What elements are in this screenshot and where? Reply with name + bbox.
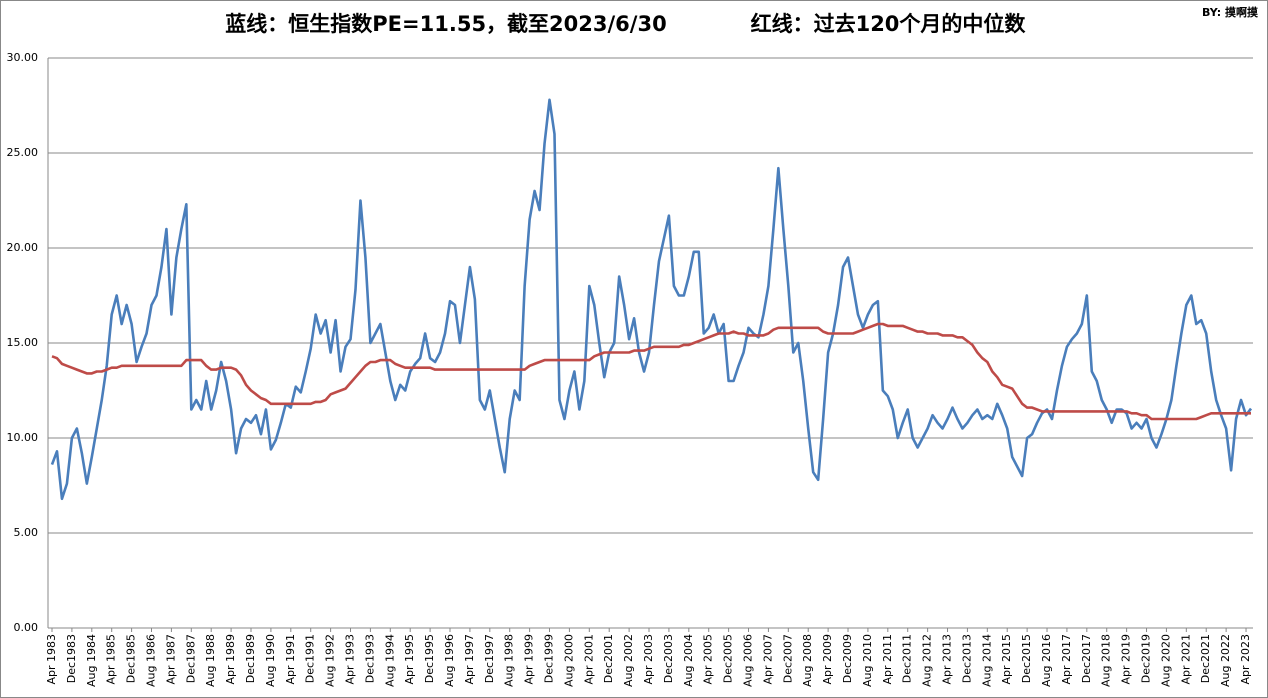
x-tick-label: Aug 2016 xyxy=(1040,634,1053,687)
x-tick-label: Dec1991 xyxy=(304,634,317,683)
x-tick-label: Apr 2019 xyxy=(1120,634,1133,685)
x-tick-label: Dec1999 xyxy=(543,634,556,683)
data-line xyxy=(50,98,1253,501)
x-tick-label: Aug 2002 xyxy=(622,634,635,687)
x-tick-label: Apr 2005 xyxy=(702,634,715,685)
x-tick-label: Apr 2023 xyxy=(1239,634,1252,685)
x-tick-label: Dec2015 xyxy=(1020,634,1033,683)
x-tick-label: Apr 2001 xyxy=(582,634,595,685)
x-tick-label: Aug 1998 xyxy=(503,634,516,687)
x-tick-label: Dec2021 xyxy=(1199,634,1212,683)
x-tick-label: Apr 2009 xyxy=(821,634,834,685)
y-tick-label: 10.00 xyxy=(7,431,39,444)
x-tick-label: Apr 2003 xyxy=(642,634,655,685)
x-tick-label: Dec1993 xyxy=(363,634,376,683)
x-tick-label: Apr 1991 xyxy=(284,634,297,685)
annotation: BY: 摸啊摸 xyxy=(1202,5,1259,19)
x-tick-label: Aug 2008 xyxy=(801,634,814,687)
x-tick-label: Aug 1984 xyxy=(85,634,98,687)
x-tick-label: Dec2007 xyxy=(781,634,794,683)
x-tick-label: Aug 2004 xyxy=(682,634,695,687)
x-tick-label: Dec2013 xyxy=(960,634,973,683)
y-tick-label: 0.00 xyxy=(14,621,39,634)
x-tick-label: Aug 1996 xyxy=(443,634,456,687)
chart-subtitle: 红线：过去120个月的中位数 xyxy=(751,12,1027,36)
x-tick-label: Apr 2015 xyxy=(1000,634,1013,685)
data-line xyxy=(51,322,1251,421)
x-tick-label: Dec2001 xyxy=(602,634,615,683)
y-tick-label: 20.00 xyxy=(7,241,39,254)
x-tick-label: Dec1995 xyxy=(423,634,436,683)
x-tick-label: Apr 2011 xyxy=(881,634,894,685)
x-tick-label: Aug 1990 xyxy=(264,634,277,687)
x-tick-label: Aug 2020 xyxy=(1159,634,1172,687)
x-tick-label: Apr 2021 xyxy=(1179,634,1192,685)
x-tick-label: Dec2003 xyxy=(662,634,675,683)
x-tick-label: Apr 1993 xyxy=(344,634,357,685)
x-tick-label: Apr 2013 xyxy=(941,634,954,685)
x-tick-label: Dec1983 xyxy=(65,634,78,683)
x-tick-label: Apr 2017 xyxy=(1060,634,1073,685)
x-tick-label: Apr 1989 xyxy=(224,634,237,685)
x-tick-label: Dec2011 xyxy=(901,634,914,683)
x-tick-label: Apr 1995 xyxy=(403,634,416,685)
y-tick-label: 5.00 xyxy=(14,526,39,539)
x-tick-label: Aug 2000 xyxy=(562,634,575,687)
x-tick-label: Apr 1999 xyxy=(523,634,536,685)
x-tick-label: Aug 1988 xyxy=(204,634,217,687)
x-tick-label: Dec2005 xyxy=(722,634,735,683)
y-tick-label: 15.00 xyxy=(7,336,39,349)
x-tick-label: Aug 2010 xyxy=(861,634,874,687)
x-tick-label: Aug 2014 xyxy=(980,634,993,687)
x-tick-label: Apr 1983 xyxy=(45,634,58,685)
x-tick-label: Aug 1986 xyxy=(145,634,158,687)
x-tick-label: Dec1989 xyxy=(244,634,257,683)
x-tick-label: Apr 1987 xyxy=(164,634,177,685)
x-tick-label: Aug 1992 xyxy=(324,634,337,687)
x-tick-label: Apr 1985 xyxy=(105,634,118,685)
x-tick-label: Dec1985 xyxy=(125,634,138,683)
chart-title: 蓝线：恒生指数PE=11.55，截至2023/6/30 xyxy=(225,12,666,36)
x-tick-label: Dec1987 xyxy=(184,634,197,683)
x-tick-label: Dec2009 xyxy=(841,634,854,683)
x-tick-label: Aug 2012 xyxy=(921,634,934,687)
x-tick-label: Dec2017 xyxy=(1080,634,1093,683)
x-tick-label: Aug 2006 xyxy=(742,634,755,687)
y-tick-label: 30.00 xyxy=(7,51,39,64)
x-tick-label: Dec1997 xyxy=(483,634,496,683)
x-tick-label: Apr 2007 xyxy=(761,634,774,685)
x-tick-label: Aug 2018 xyxy=(1100,634,1113,687)
x-tick-label: Apr 1997 xyxy=(463,634,476,685)
x-tick-label: Aug 2022 xyxy=(1219,634,1232,687)
y-tick-label: 25.00 xyxy=(7,146,39,159)
x-tick-label: Dec2019 xyxy=(1140,634,1153,683)
x-tick-label: Aug 1994 xyxy=(383,634,396,687)
